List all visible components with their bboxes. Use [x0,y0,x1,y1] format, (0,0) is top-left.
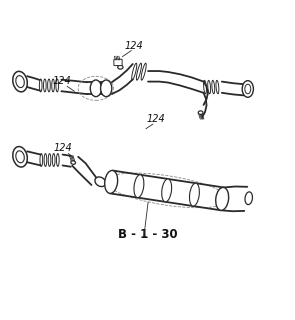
Ellipse shape [105,171,118,193]
Ellipse shape [90,80,101,97]
Text: 124: 124 [53,76,71,86]
Text: 124: 124 [54,143,73,153]
Ellipse shape [118,65,123,69]
Ellipse shape [13,147,27,167]
Ellipse shape [95,177,106,187]
Text: B - 1 - 30: B - 1 - 30 [118,228,177,241]
Ellipse shape [13,71,27,92]
Ellipse shape [189,183,199,206]
Ellipse shape [71,161,76,164]
Ellipse shape [162,179,172,202]
Ellipse shape [101,80,112,97]
Ellipse shape [134,175,144,197]
Ellipse shape [198,111,203,114]
Ellipse shape [216,188,229,210]
Ellipse shape [242,81,253,97]
Text: 124: 124 [125,41,144,51]
FancyBboxPatch shape [114,59,122,66]
Text: 124: 124 [147,114,166,124]
Ellipse shape [245,192,253,204]
